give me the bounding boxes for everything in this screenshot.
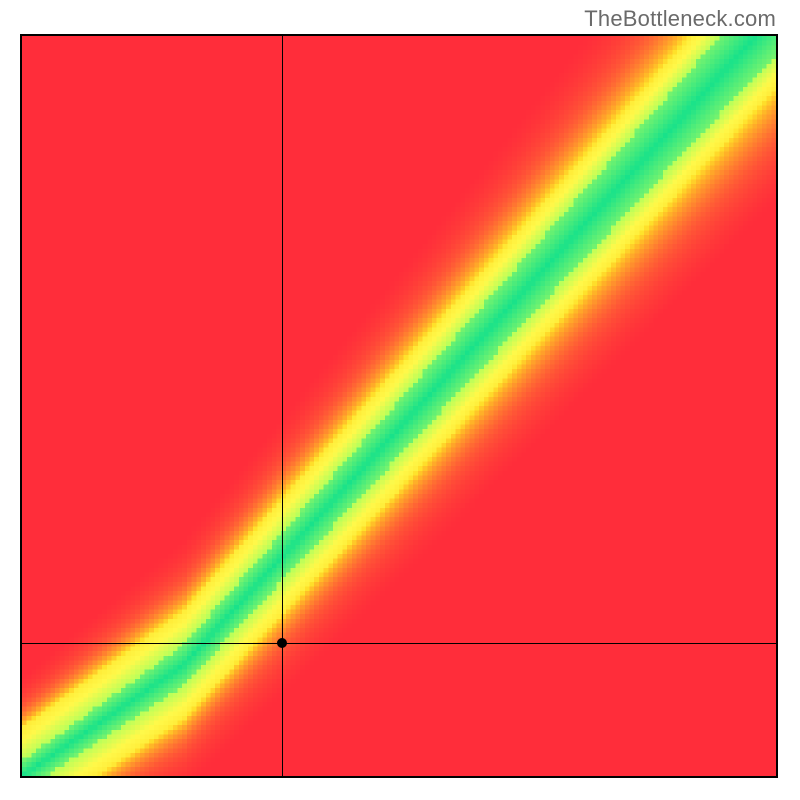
heatmap-plot	[20, 34, 778, 778]
heatmap-canvas	[22, 36, 776, 776]
marker-dot	[277, 638, 287, 648]
watermark-text: TheBottleneck.com	[584, 6, 776, 32]
crosshair-vertical	[282, 36, 283, 776]
chart-container: TheBottleneck.com	[0, 0, 800, 800]
crosshair-horizontal	[22, 643, 776, 644]
